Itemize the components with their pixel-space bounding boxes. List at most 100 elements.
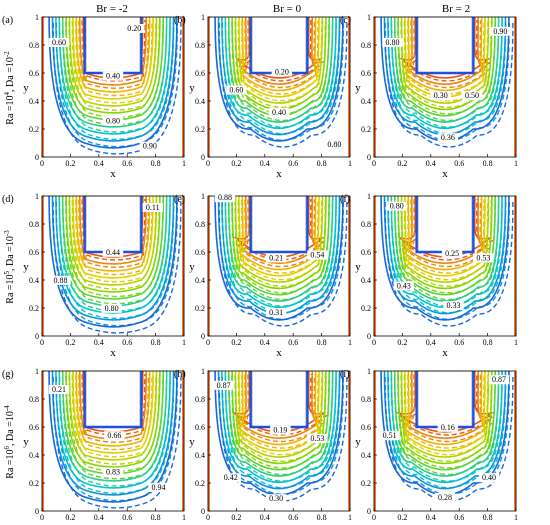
contour-label-bg [265, 253, 287, 263]
contour-line [55, 16, 171, 135]
x-tick-label: 0.6 [454, 159, 464, 168]
contour-label-bg [124, 24, 145, 33]
panel-b: 0 0.2 0.4 0.6 0.8 1 0 0.2 0.4 0.6 0.8 1 x y (b) 0.20 0.6… [174, 13, 352, 180]
x-tick-label: 0.2 [65, 159, 75, 168]
x-tick-label: 0.6 [454, 513, 464, 522]
panel-letter: (i) [340, 369, 349, 380]
y-axis-label: y [189, 436, 195, 448]
x-tick-label: 1 [514, 338, 518, 347]
contour-line-dashed [403, 200, 492, 287]
contour-level-label: 0.40 [482, 473, 496, 482]
contour-line-dashed [55, 22, 178, 148]
panel-f: 0 0.2 0.4 0.6 0.8 1 0 0.2 0.4 0.6 0.8 1 x y (f) 0.80 0.2… [340, 192, 518, 359]
x-axis-label: x [276, 347, 282, 359]
contour-level-label: 0.31 [269, 308, 283, 317]
contour-line-dashed [52, 22, 182, 155]
y-tick-label: 0.8 [195, 220, 205, 229]
contour-line-dashed [384, 376, 514, 502]
contour-line-dashed [218, 22, 348, 148]
contour-level-label: 0.30 [269, 494, 283, 503]
contour-label-bg [148, 483, 169, 492]
contour-label-bg [307, 250, 328, 260]
contour-label-bg [101, 303, 122, 313]
contour-line [68, 195, 158, 286]
contour-level-label: 0.80 [106, 116, 120, 125]
x-axis-label: x [276, 522, 282, 525]
contour-level-label: 0.21 [52, 385, 66, 394]
panel-e: 0 0.2 0.4 0.6 0.8 1 0 0.2 0.4 0.6 0.8 1 x y (e) 0.88 0.2… [174, 192, 352, 359]
cavity-block [251, 16, 307, 74]
plot-frame [373, 370, 517, 512]
y-tick-label: 0 [367, 507, 371, 516]
plot-frame [207, 195, 351, 337]
x-tick-label: 1 [348, 513, 352, 522]
panel-letter: (a) [2, 15, 13, 26]
contour-line [78, 16, 148, 86]
contour-line [61, 195, 165, 300]
y-tick-label: 1 [201, 13, 205, 22]
contour-line [214, 195, 344, 321]
x-tick-label: 0.8 [151, 513, 161, 522]
contour-level-label: 0.20 [127, 24, 141, 33]
contour-level-label: 0.80 [105, 304, 119, 313]
x-axis-label: x [110, 347, 116, 359]
contour-level-label: 0.16 [441, 423, 455, 432]
contour-line [224, 16, 334, 123]
contour-line [65, 370, 161, 468]
row-label-3: Ra =106, Da =10-4 [3, 405, 16, 479]
y-tick-label: 0.6 [361, 69, 371, 78]
contour-label-bg [488, 375, 510, 385]
contour-line [224, 195, 334, 302]
y-tick-label: 1 [201, 367, 205, 376]
x-tick-label: 0.4 [426, 159, 436, 168]
x-tick-label: 0.4 [260, 513, 270, 522]
y-tick-label: 0.4 [361, 276, 371, 285]
y-tick-label: 1 [367, 13, 371, 22]
contour-label-bg [271, 67, 293, 77]
column-title-2: Br = 0 [273, 3, 302, 15]
contour-label-bg [441, 249, 463, 259]
contour-line [393, 370, 497, 471]
x-tick-label: 0.8 [483, 513, 493, 522]
contour-line [72, 370, 154, 454]
y-tick-label: 0.2 [361, 125, 371, 134]
y-tick-label: 0.4 [361, 451, 371, 460]
x-tick-label: 1 [182, 159, 186, 168]
contour-level-label: 0.80 [390, 202, 404, 211]
contour-label-bg [382, 38, 403, 47]
contour-label-bg [461, 91, 483, 101]
contour-level-label: 0.42 [224, 473, 238, 482]
x-tick-label: 0.6 [122, 513, 132, 522]
y-tick-label: 1 [35, 192, 39, 201]
y-tick-label: 0.4 [29, 276, 39, 285]
contour-line-dashed [62, 22, 171, 133]
x-axis-label: x [110, 168, 116, 180]
row-label-2: Ra =105, Da =10-3 [3, 230, 16, 304]
contour-line [75, 195, 151, 272]
panel-letter: (b) [174, 15, 186, 26]
y-tick-label: 0.4 [195, 97, 205, 106]
contour-level-label: 0.66 [107, 431, 121, 440]
x-axis-label: x [442, 522, 448, 525]
x-tick-label: 0 [40, 159, 44, 168]
contour-line [48, 195, 178, 328]
x-tick-label: 1 [182, 338, 186, 347]
contour-label-bg [324, 140, 345, 150]
cavity-boundary-isoline [249, 196, 309, 254]
y-tick-label: 0.8 [195, 395, 205, 404]
contour-line [387, 16, 503, 129]
contour-line [227, 370, 331, 471]
contour-line-dashed [403, 375, 492, 462]
contour-line [236, 195, 322, 264]
y-tick-label: 0.4 [361, 97, 371, 106]
contour-line [401, 195, 489, 264]
contour-line-dashed [224, 22, 341, 135]
x-axis-label: x [110, 522, 116, 525]
y-tick-label: 1 [35, 367, 39, 376]
contour-line [214, 16, 344, 142]
contour-line [65, 195, 161, 293]
panel-c: 0 0.2 0.4 0.6 0.8 1 0 0.2 0.4 0.6 0.8 1 x y (c) 0.80 0.9… [340, 13, 518, 180]
y-tick-label: 0.6 [361, 248, 371, 257]
contour-label-bg [139, 141, 161, 151]
cavity-block [85, 195, 141, 253]
